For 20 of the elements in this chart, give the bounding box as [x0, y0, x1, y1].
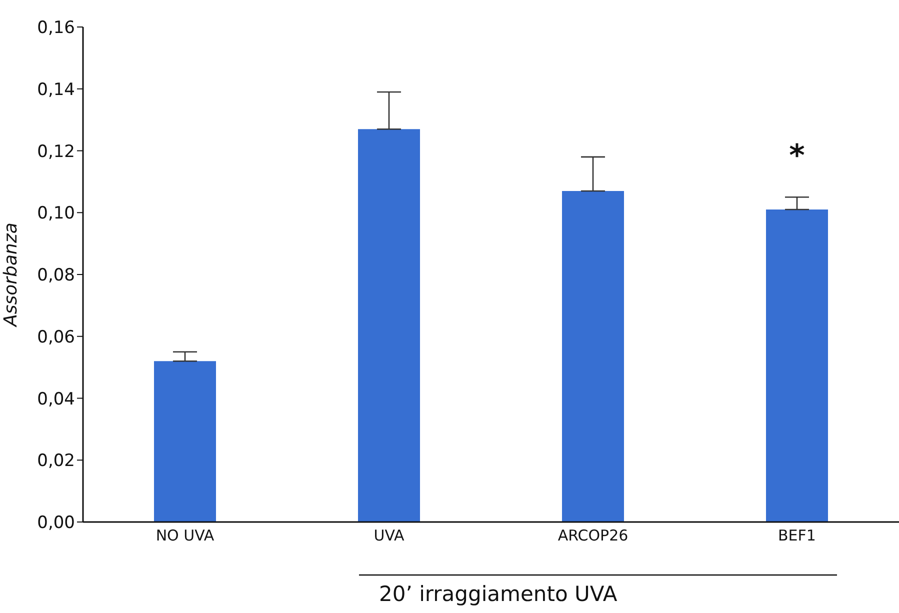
bar: [154, 361, 216, 522]
y-tick-label: 0,12: [37, 142, 75, 162]
y-tick-label: 0,04: [37, 389, 75, 410]
y-tick-label: 0,02: [37, 451, 75, 472]
bar: [766, 210, 828, 522]
y-tick-label: 0,14: [37, 80, 75, 100]
x-tick-label: NO UVA: [156, 526, 215, 545]
y-tick-label: 0,00: [37, 513, 75, 534]
y-tick-label: 0,10: [37, 204, 75, 224]
y-tick-label: 0,16: [37, 18, 75, 38]
annotation: *: [789, 138, 806, 174]
y-tick-label: 0,06: [37, 327, 75, 348]
bar: [562, 190, 624, 522]
x-tick-label: BEF1: [778, 526, 816, 545]
y-axis-title: Assorbanza: [0, 222, 22, 328]
x-tick-label: ARCOP26: [558, 526, 628, 545]
x-tick-label: UVA: [374, 526, 406, 545]
bar: [358, 129, 420, 522]
text: 20’ irraggiamento UVA: [379, 582, 618, 606]
y-tick-label: 0,08: [37, 266, 75, 286]
